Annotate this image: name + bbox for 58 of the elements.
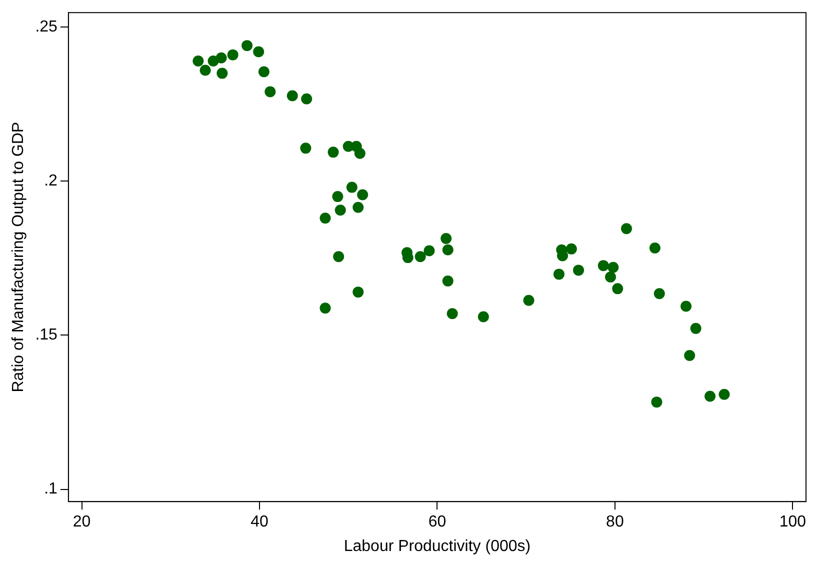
point (301, 93, 312, 104)
point (352, 286, 364, 298)
point (414, 251, 426, 262)
point (523, 294, 534, 306)
point (680, 300, 692, 312)
x-tick-label: 80 (606, 514, 624, 531)
point (690, 322, 702, 334)
point (605, 271, 616, 282)
point (200, 64, 211, 76)
point (612, 283, 624, 294)
point (320, 212, 331, 224)
x-tick-label: 60 (428, 514, 446, 531)
point (334, 204, 346, 216)
point (286, 90, 298, 102)
point (216, 52, 227, 64)
point (253, 46, 264, 58)
point (264, 86, 276, 98)
point (704, 390, 716, 402)
point (654, 288, 665, 300)
y-tick-label: .1 (44, 480, 58, 498)
point (354, 148, 366, 159)
x-tick-label: 20 (72, 514, 91, 531)
x-tick-label: 100 (779, 514, 806, 531)
point (328, 146, 339, 158)
point (352, 202, 364, 213)
point (684, 350, 696, 362)
y-tick-label: .15 (35, 326, 58, 344)
y-axis-title: Ratio of Manufacturing Output to GDP (10, 122, 28, 392)
point (192, 55, 204, 66)
point (573, 264, 584, 276)
point (553, 268, 564, 280)
point (216, 68, 228, 79)
point (608, 262, 619, 273)
point (442, 244, 454, 256)
point (718, 388, 730, 400)
point (258, 66, 270, 78)
y-tick-label: .25 (35, 18, 58, 36)
point (357, 189, 368, 200)
y-tick-label: .2 (44, 172, 58, 190)
point (442, 275, 454, 286)
point (346, 182, 358, 193)
point (424, 245, 435, 256)
point (300, 142, 312, 154)
x-tick-label: 40 (250, 514, 268, 531)
point (446, 308, 458, 320)
point (478, 311, 489, 322)
point (333, 251, 344, 262)
point (440, 232, 452, 244)
point (566, 243, 577, 254)
x-axis-title: Labour Productivity (000s) (344, 538, 531, 555)
point (320, 302, 331, 314)
point (242, 40, 253, 52)
point (227, 49, 238, 60)
point (649, 242, 660, 254)
point (598, 260, 609, 272)
point (651, 396, 662, 408)
point (621, 223, 632, 234)
point (332, 191, 344, 202)
